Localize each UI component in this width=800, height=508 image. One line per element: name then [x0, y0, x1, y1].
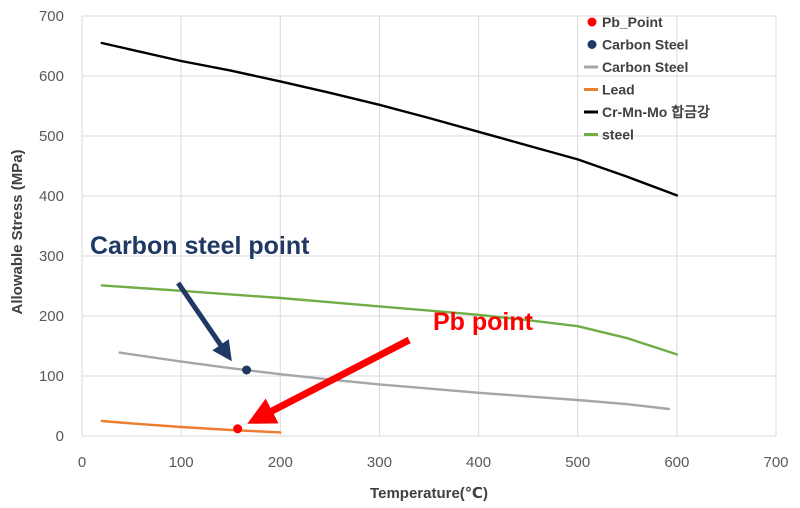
annotation-pb-point: Pb point: [433, 308, 534, 336]
legend-label: Cr-Mn-Mo 합금강: [602, 104, 710, 120]
x-tick-label: 600: [664, 454, 689, 471]
x-axis-title: Temperature(℃): [370, 485, 488, 502]
x-tick-label: 200: [268, 454, 293, 471]
series-line: [100, 284, 679, 356]
x-tick-label: 100: [169, 454, 194, 471]
y-axis-title: Allowable Stress (MPa): [9, 149, 26, 314]
series-line: [100, 419, 282, 434]
x-tick-label: 300: [367, 454, 392, 471]
series-line: [100, 41, 679, 197]
legend-label: Pb_Point: [602, 14, 663, 30]
y-tick-label: 100: [39, 368, 64, 385]
legend-label: Carbon Steel: [602, 37, 688, 53]
y-tick-label: 0: [56, 428, 64, 445]
y-tick-label: 700: [39, 8, 64, 25]
series-line: [118, 351, 671, 411]
gridlines: [81, 15, 777, 437]
x-tick-label: 700: [763, 454, 788, 471]
legend-label: steel: [602, 127, 634, 143]
legend-label: Lead: [602, 82, 635, 98]
x-tick-label: 400: [466, 454, 491, 471]
plot-area: [100, 41, 679, 434]
legend-marker: [587, 17, 597, 27]
annotation-arrow: [247, 336, 411, 424]
annotation-carbon-steel-point: Carbon steel point: [90, 232, 310, 260]
y-tick-label: 600: [39, 68, 64, 85]
y-tick-label: 200: [39, 308, 64, 325]
y-tick-label: 400: [39, 188, 64, 205]
y-tick-label: 300: [39, 248, 64, 265]
annotation-arrow: [176, 281, 232, 362]
data-point: [242, 365, 252, 375]
legend-label: Carbon Steel: [602, 59, 688, 75]
data-point: [233, 424, 243, 434]
legend: Pb_Point Carbon Steel Carbon Steel Lead Cr-M…: [584, 14, 710, 143]
y-tick-label: 500: [39, 128, 64, 145]
x-tick-label: 500: [565, 454, 590, 471]
tick-labels: 0 100 200 300 400 500 600 700 0 100 200 300 400 500 60…: [39, 8, 789, 471]
x-tick-label: 0: [78, 454, 86, 471]
legend-marker: [587, 40, 597, 49]
annotations: Carbon steel point Pb point: [90, 232, 534, 424]
